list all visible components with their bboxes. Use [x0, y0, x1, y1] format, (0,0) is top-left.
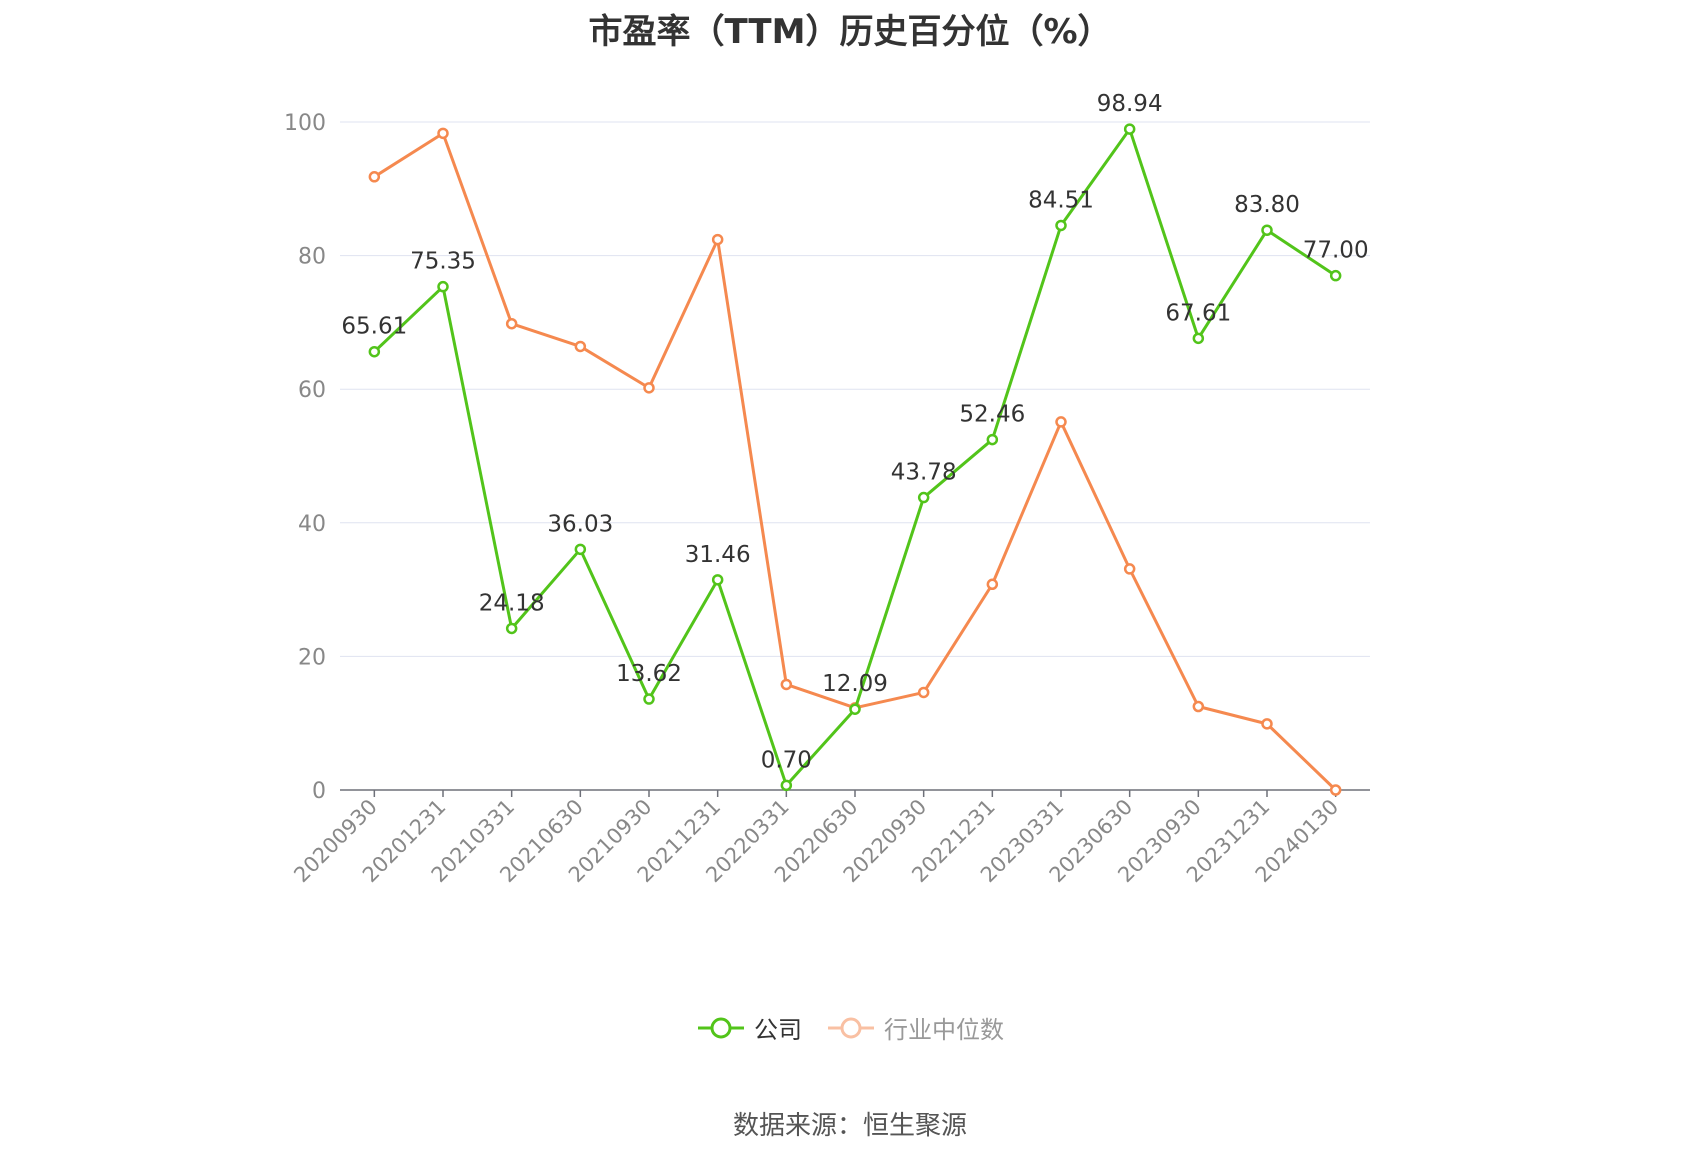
data-point	[1055, 416, 1067, 428]
data-label: 83.80	[1234, 192, 1300, 218]
data-point	[780, 678, 793, 691]
legend-label: 公司	[754, 1016, 802, 1044]
data-point	[917, 491, 930, 504]
y-tick-label: 60	[298, 378, 326, 403]
legend-item[interactable]: 行业中位数	[826, 1010, 1004, 1045]
data-label: 77.00	[1303, 238, 1369, 264]
data-point	[574, 340, 587, 353]
data-point	[643, 693, 655, 705]
y-tick-label: 80	[298, 245, 326, 270]
chart-legend: 公司 行业中位数	[0, 1010, 1700, 1045]
data-point	[1192, 700, 1205, 713]
data-point	[505, 622, 518, 635]
data-label: 52.46	[959, 402, 1025, 428]
data-label: 13.62	[616, 661, 682, 687]
chart-plot: 0204060801002020093020201231202103312021…	[284, 91, 1370, 887]
data-point	[849, 703, 861, 715]
data-point	[1123, 563, 1136, 575]
data-point	[1329, 784, 1342, 796]
data-label: 0.70	[761, 747, 812, 773]
data-point	[437, 127, 449, 140]
legend-item[interactable]: 公司	[696, 1010, 802, 1045]
data-label: 12.09	[822, 671, 888, 697]
data-point	[1261, 224, 1273, 236]
data-label: 43.78	[891, 460, 957, 486]
data-label: 98.94	[1097, 91, 1163, 117]
data-point	[1329, 269, 1342, 282]
data-label: 67.61	[1165, 300, 1231, 326]
chart-title: 市盈率（TTM）历史百分位（%）	[588, 12, 1112, 52]
data-label: 75.35	[410, 249, 476, 275]
data-point	[711, 233, 724, 246]
data-point	[1261, 718, 1273, 730]
data-label: 84.51	[1028, 187, 1094, 213]
data-point	[643, 382, 655, 394]
data-point	[368, 345, 381, 358]
y-tick-label: 40	[298, 512, 326, 537]
data-point	[437, 280, 449, 293]
legend-marker	[698, 1017, 744, 1038]
data-label: 65.61	[341, 314, 407, 340]
data-point	[986, 433, 999, 446]
data-label: 36.03	[547, 511, 613, 537]
legend-dot	[710, 1017, 732, 1038]
y-tick-label: 20	[298, 645, 326, 670]
data-point	[1055, 219, 1067, 232]
data-point	[1123, 123, 1136, 135]
data-point	[574, 543, 587, 556]
data-source-note: 数据来源：恒生聚源	[732, 1111, 967, 1141]
data-point	[368, 171, 381, 183]
data-label: 31.46	[685, 542, 751, 568]
data-point	[1192, 332, 1205, 345]
data-label: 24.18	[479, 590, 545, 616]
legend-dot	[840, 1017, 862, 1038]
legend-marker	[828, 1017, 874, 1038]
legend-label: 行业中位数	[884, 1016, 1004, 1044]
data-point	[711, 574, 724, 586]
data-point	[917, 686, 930, 699]
y-tick-label: 0	[312, 779, 326, 804]
data-point	[780, 779, 793, 792]
data-point	[505, 317, 518, 330]
y-tick-label: 100	[284, 111, 326, 136]
data-point	[986, 578, 999, 591]
